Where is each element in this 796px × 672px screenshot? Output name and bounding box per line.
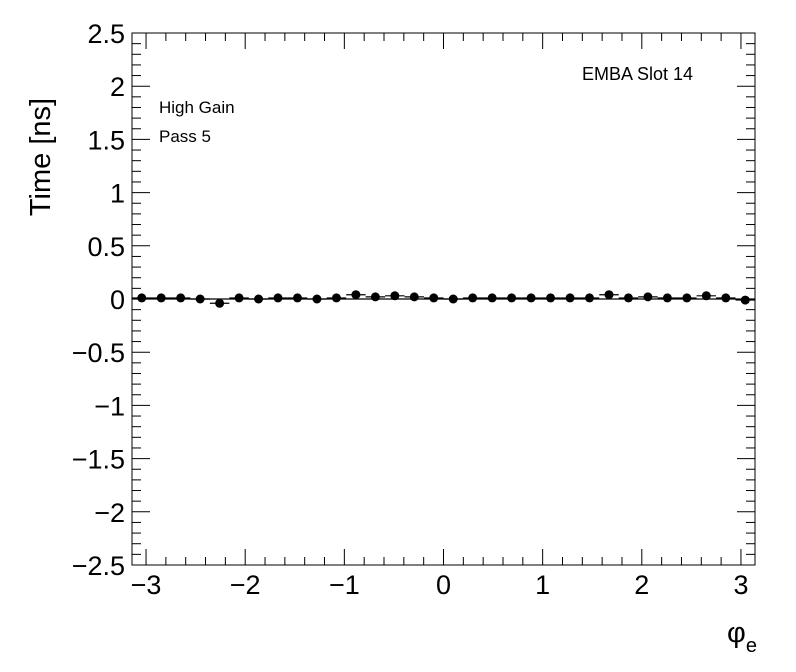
y-tick-label: 1 bbox=[110, 179, 125, 209]
data-point bbox=[448, 294, 458, 304]
y-tick-label: −1.5 bbox=[72, 445, 125, 475]
data-point bbox=[215, 298, 225, 308]
data-point bbox=[623, 293, 633, 303]
x-axis-title-main: φ bbox=[727, 617, 746, 649]
y-tick-label: 1.5 bbox=[87, 125, 125, 155]
data-point bbox=[643, 292, 653, 302]
data-point bbox=[351, 290, 361, 300]
data-point bbox=[585, 293, 595, 303]
data-points bbox=[132, 290, 755, 308]
data-point bbox=[701, 291, 711, 301]
data-point bbox=[409, 292, 419, 302]
data-point bbox=[312, 294, 322, 304]
y-tick-label: −0.5 bbox=[72, 338, 125, 368]
annotation-high-gain: High Gain bbox=[159, 98, 235, 117]
y-tick-label: 2 bbox=[110, 72, 125, 102]
data-point bbox=[526, 293, 536, 303]
data-point bbox=[429, 293, 439, 303]
annotation-pass: Pass 5 bbox=[159, 127, 211, 146]
y-tick-label: −2 bbox=[94, 498, 125, 528]
data-point bbox=[682, 293, 692, 303]
y-tick-label: −2.5 bbox=[72, 551, 125, 581]
data-point bbox=[546, 293, 556, 303]
data-point bbox=[604, 290, 614, 300]
y-tick-label: −1 bbox=[94, 391, 125, 421]
data-point bbox=[156, 293, 166, 303]
x-axis-title: φe bbox=[727, 617, 757, 657]
y-tick-label: 2.5 bbox=[87, 19, 125, 49]
data-point bbox=[331, 293, 341, 303]
data-point bbox=[176, 293, 186, 303]
data-point bbox=[468, 293, 478, 303]
data-point bbox=[195, 294, 205, 304]
x-tick-label: −1 bbox=[329, 570, 360, 600]
tick-labels: −3 −2 −1 0 1 2 3 −2.5 −2 −1.5 −1 −0.5 0 0.5 1 1.5 2 2.5 bbox=[72, 19, 749, 600]
data-point bbox=[292, 293, 302, 303]
data-point bbox=[721, 293, 731, 303]
x-axis-title-sub: e bbox=[746, 635, 757, 657]
x-tick-label: 1 bbox=[535, 570, 550, 600]
data-point bbox=[137, 293, 147, 303]
data-point bbox=[273, 293, 283, 303]
data-point bbox=[390, 291, 400, 301]
data-point bbox=[254, 294, 264, 304]
y-tick-label: 0.5 bbox=[87, 232, 125, 262]
x-tick-label: 2 bbox=[634, 570, 649, 600]
x-tick-label: −2 bbox=[230, 570, 261, 600]
data-point bbox=[662, 293, 672, 303]
data-point bbox=[740, 295, 750, 305]
axis-ticks bbox=[132, 32, 755, 566]
x-tick-label: 3 bbox=[733, 570, 748, 600]
y-axis-title: Time [ns] bbox=[25, 98, 57, 216]
data-point bbox=[565, 293, 575, 303]
data-point bbox=[487, 293, 497, 303]
data-point bbox=[234, 293, 244, 303]
slot-label: EMBA Slot 14 bbox=[582, 64, 693, 84]
y-tick-label: 0 bbox=[110, 285, 125, 315]
x-tick-label: 0 bbox=[436, 570, 451, 600]
x-tick-label: −3 bbox=[131, 570, 162, 600]
data-point bbox=[370, 292, 380, 302]
data-point bbox=[507, 293, 517, 303]
